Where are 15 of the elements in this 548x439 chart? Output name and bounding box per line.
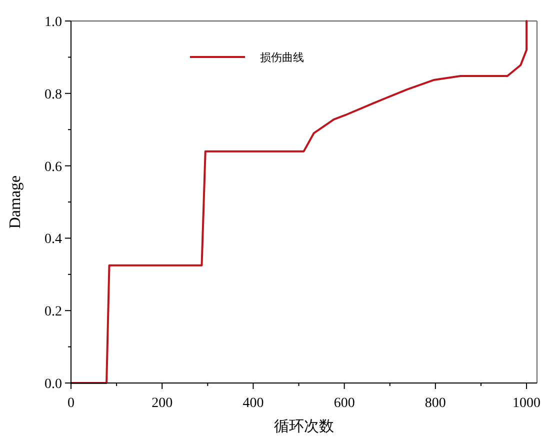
y-tick-label: 0.6 xyxy=(44,160,62,175)
x-axis-title: 循环次数 xyxy=(274,417,334,435)
x-tick-label: 0 xyxy=(68,396,74,411)
x-tick-label: 600 xyxy=(334,396,355,411)
x-tick-label: 200 xyxy=(152,396,173,411)
legend-label: 损伤曲线 xyxy=(260,51,304,64)
x-tick-label: 400 xyxy=(242,396,264,411)
x-tick-label: 800 xyxy=(424,396,446,411)
y-tick-label: 1.0 xyxy=(44,15,62,30)
y-tick-label: 0.4 xyxy=(44,232,62,248)
y-tick-label: 0.0 xyxy=(44,377,62,392)
y-tick-label: 0.2 xyxy=(44,304,62,320)
y-tick-label: 0.8 xyxy=(44,87,62,102)
x-tick-label: 1000 xyxy=(512,396,541,411)
y-axis-title: Damage xyxy=(7,175,24,229)
